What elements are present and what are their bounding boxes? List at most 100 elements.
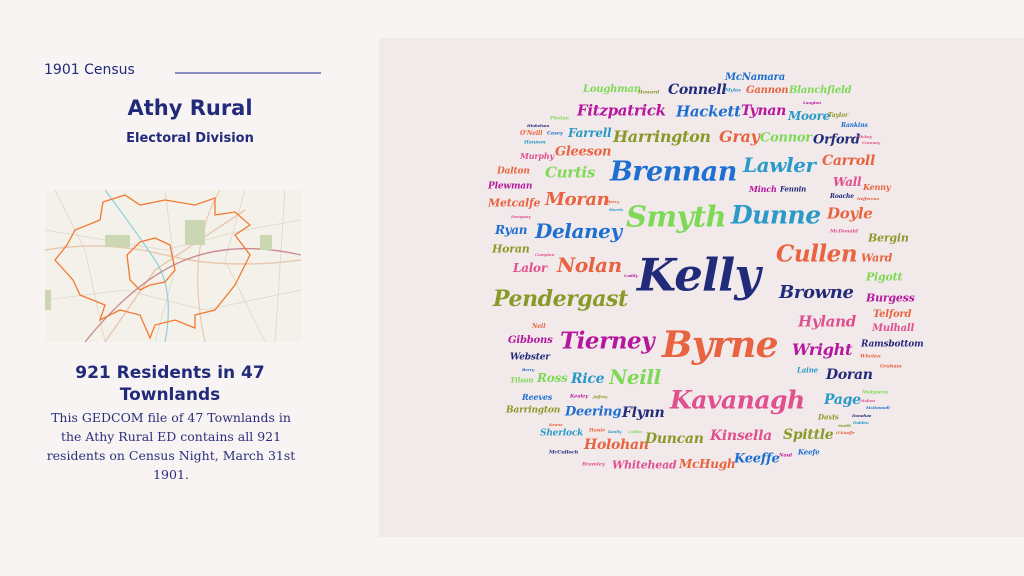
word-cloud-surname: Reeves: [522, 392, 553, 402]
word-cloud-surname: Dobbin: [853, 420, 869, 425]
word-cloud-surname: Loughman: [583, 84, 641, 95]
word-cloud-surname: Rankins: [841, 122, 868, 129]
word-cloud-surname: Ward: [861, 251, 893, 265]
word-cloud-surname: Connell: [668, 82, 727, 98]
word-cloud-surname: Kealey: [570, 393, 589, 400]
word-cloud-surname: Wall: [833, 175, 862, 189]
word-cloud-surname: Metcalfe: [488, 196, 541, 210]
word-cloud-surname: Telford: [873, 309, 912, 320]
word-cloud-surname: McCulloch: [549, 449, 579, 456]
word-cloud-surname: O'Keeffe: [836, 430, 855, 435]
word-cloud-surname: Delaney: [535, 219, 622, 243]
word-cloud-surname: Curtis: [545, 163, 596, 182]
word-cloud-surname: Tilson: [510, 375, 534, 385]
word-cloud-surname: Cuddy: [624, 273, 638, 278]
word-cloud-surname: McDonald: [830, 228, 858, 235]
word-cloud-surname: Neil: [532, 323, 546, 330]
word-cloud-surname: Blanchfield: [789, 85, 852, 96]
word-cloud-surname: Cranney: [862, 140, 881, 145]
word-cloud-surname: Davis: [818, 412, 839, 422]
word-cloud-surname: Gibbons: [508, 335, 553, 346]
word-cloud-surname: Hickey: [857, 134, 872, 139]
word-cloud-surname: Cullen: [628, 429, 643, 434]
word-cloud-surname: Hannon: [524, 139, 546, 146]
word-cloud-surname: Horan: [492, 242, 530, 256]
word-cloud-surname: Harrington: [613, 127, 711, 146]
word-cloud-surname: Plewman: [488, 181, 533, 192]
word-cloud-surname: Naul: [779, 452, 792, 459]
word-cloud-surname: Keally: [608, 429, 622, 434]
word-cloud-surname: Deering: [565, 404, 622, 420]
word-cloud-surname: Webster: [510, 352, 550, 363]
word-cloud-surname: Keena: [549, 422, 563, 427]
word-cloud-surname: Spittle: [783, 427, 834, 443]
word-cloud-surname: McHugh: [679, 457, 736, 471]
word-cloud-surname: Whelan: [860, 353, 881, 360]
word-cloud-surname: Casey: [547, 130, 563, 137]
word-cloud-surname: Keeffe: [734, 451, 780, 467]
word-cloud-surname: Rice: [571, 371, 605, 387]
word-cloud-surname: Hanie: [589, 427, 606, 434]
word-cloud-surname: Dunne: [731, 200, 821, 230]
word-cloud-surname: Ross: [537, 371, 568, 385]
word-cloud-surname: Byrne: [662, 324, 779, 366]
word-cloud-surname: Roache: [830, 193, 854, 200]
word-cloud-surname: Bergin: [868, 231, 909, 245]
word-cloud-surname: Kinsella: [710, 428, 772, 444]
word-cloud-surname: Lalor: [513, 261, 547, 275]
word-cloud-surname: O'Neill: [520, 130, 543, 137]
word-cloud-surname: Ryan: [495, 223, 528, 237]
word-cloud-surname: Molyneux: [862, 389, 889, 396]
word-cloud-surname: Mahon: [860, 398, 876, 403]
word-cloud-surname: Hinkelson: [527, 123, 550, 128]
word-cloud-surname: Minch: [749, 184, 777, 194]
word-cloud-surname: Hyland: [798, 312, 856, 331]
word-cloud-surname: Whitehead: [612, 458, 677, 472]
word-cloud-surname: Farrell: [568, 126, 612, 140]
townland-map: [44, 189, 302, 343]
word-cloud-surname: Moran: [545, 189, 610, 210]
word-cloud-surname: Campion: [535, 252, 555, 257]
word-cloud-surname: Langton: [803, 100, 821, 105]
word-cloud-surname: Brennan: [610, 156, 737, 188]
word-cloud-surname: Nolan: [557, 253, 622, 277]
word-cloud-surname: Phelan: [550, 115, 569, 122]
word-cloud-surname: McNamara: [725, 72, 785, 83]
word-cloud-surname: Doran: [826, 367, 873, 383]
word-cloud-surname: Murphy: [520, 151, 554, 161]
word-cloud-surname: Heffernan: [857, 196, 880, 201]
word-cloud-surname: Kenny: [863, 182, 891, 192]
word-cloud-surname: Burgess: [866, 291, 915, 305]
word-cloud-surname: Taylor: [828, 112, 848, 119]
word-cloud-surname: Smith: [838, 423, 851, 428]
page-title: Athy Rural: [127, 96, 253, 120]
word-cloud-surname: Barry: [607, 199, 620, 204]
word-cloud-surname: Duncan: [645, 431, 704, 447]
word-cloud-surname: Page: [824, 392, 861, 408]
word-cloud-surname: Smyth: [626, 199, 727, 234]
word-cloud-surname: Barry: [522, 367, 535, 372]
word-cloud-surname: Sherlock: [540, 428, 584, 439]
word-cloud-surname: Mulhall: [872, 323, 915, 334]
word-cloud-surname: Neill: [609, 365, 661, 389]
page-subtitle: Electoral Division: [126, 131, 254, 146]
word-cloud-surname: Moore: [788, 109, 831, 123]
word-cloud-surname: Lawler: [743, 153, 816, 177]
word-cloud-surname: Dalton: [497, 166, 530, 177]
word-cloud-surname: Gray: [719, 127, 760, 146]
word-cloud-surname: Pigott: [866, 270, 903, 284]
word-cloud-surname: Carroll: [822, 153, 875, 169]
residents-heading: 921 Residents in 47 Townlands: [75, 363, 265, 405]
word-cloud-surname: Hackett: [676, 102, 741, 121]
word-cloud-surname: Orford: [813, 132, 860, 148]
word-cloud-surname: Fennin: [780, 184, 807, 194]
word-cloud-surname: Laine: [797, 365, 818, 375]
word-cloud-surname: Cullen: [776, 240, 858, 268]
word-cloud-surname: Mylas: [725, 87, 741, 94]
word-cloud-surname: Graham: [880, 363, 902, 370]
divider: [175, 72, 321, 74]
word-cloud-surname: Tynan: [741, 103, 787, 119]
word-cloud-surname: Fitzpatrick: [577, 101, 666, 120]
word-cloud-surname: Bramley: [582, 461, 605, 468]
word-cloud-surname: Pendergast: [493, 286, 628, 312]
